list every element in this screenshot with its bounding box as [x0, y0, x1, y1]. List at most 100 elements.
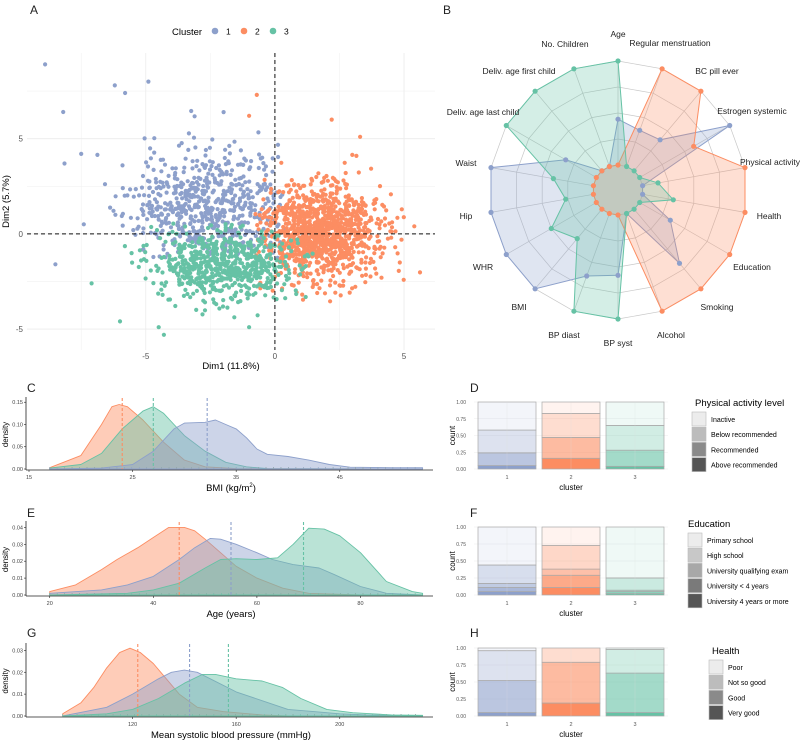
data-point-cluster-2	[308, 225, 313, 230]
data-point-cluster-2	[380, 251, 385, 256]
data-point-cluster-2	[297, 252, 302, 257]
panel-letter-b: B	[443, 3, 451, 17]
radar-point-cluster-3	[631, 206, 637, 212]
data-point-cluster-2	[293, 248, 298, 253]
data-point-cluster-1	[258, 156, 263, 161]
data-point-cluster-3	[212, 300, 217, 305]
data-point-cluster-2	[334, 258, 339, 263]
data-point-cluster-3	[207, 290, 212, 295]
data-point-cluster-2	[293, 205, 298, 210]
data-point-cluster-2	[363, 272, 368, 277]
legend-key	[708, 659, 724, 675]
panel-letter-c: C	[27, 381, 36, 395]
y-axis-label: count	[448, 550, 457, 570]
data-point-cluster-2	[339, 248, 344, 253]
panel-letter-a: A	[30, 3, 38, 17]
data-point-cluster-1	[221, 110, 226, 115]
data-point-cluster-2	[382, 216, 388, 221]
data-point-cluster-3	[284, 277, 289, 282]
legend-label: High school	[707, 553, 744, 560]
data-point-cluster-1	[142, 193, 147, 198]
data-point-cluster-1	[176, 206, 181, 211]
data-point-cluster-2	[340, 262, 346, 267]
data-point-cluster-1	[151, 254, 156, 260]
data-point-cluster-3	[261, 249, 266, 254]
density-plot-c: 15 25 35 45 0.00 0.05 0.10 0.15 BMI (kg/m2) densi…	[1, 397, 433, 494]
data-point-cluster-1	[137, 193, 142, 198]
data-point-cluster-2	[358, 134, 363, 139]
data-point-cluster-1	[193, 214, 198, 219]
data-point-cluster-2	[395, 251, 400, 256]
data-point-cluster-1	[191, 135, 197, 140]
data-point-cluster-3	[200, 274, 205, 279]
radar-point-cluster-3	[624, 163, 630, 170]
data-point-cluster-2	[356, 202, 361, 207]
data-point-cluster-2	[247, 113, 252, 118]
data-point-cluster-3	[184, 261, 189, 266]
data-point-cluster-2	[372, 198, 377, 203]
data-point-cluster-1	[233, 177, 238, 182]
data-point-cluster-3	[282, 259, 288, 264]
data-point-cluster-2	[349, 246, 354, 251]
radar-point-cluster-3	[532, 88, 538, 94]
data-point-cluster-2	[332, 214, 337, 220]
data-point-cluster-3	[218, 266, 223, 272]
data-point-cluster-2	[396, 268, 401, 273]
data-point-cluster-2	[292, 224, 297, 229]
legend-key	[708, 705, 724, 720]
data-point-cluster-3	[144, 242, 149, 248]
data-point-cluster-2	[307, 205, 312, 210]
x-axis-label-text: Age (years)	[206, 609, 255, 620]
data-point-cluster-1	[228, 208, 233, 213]
data-point-cluster-3	[210, 271, 215, 276]
data-point-cluster-2	[359, 196, 364, 201]
data-point-cluster-3	[195, 256, 200, 261]
data-point-cluster-1	[209, 164, 214, 169]
data-point-cluster-3	[265, 276, 270, 281]
data-point-cluster-1	[265, 196, 270, 201]
data-point-cluster-1	[224, 169, 229, 174]
data-point-cluster-1	[243, 180, 248, 185]
y-tick-label: 0.01	[12, 576, 23, 582]
data-point-cluster-1	[108, 205, 113, 210]
data-point-cluster-1	[188, 216, 193, 221]
y-tick-label: 1.00	[456, 646, 466, 652]
data-point-cluster-3	[261, 258, 266, 263]
legend-label: Recommended	[711, 447, 759, 454]
data-point-cluster-2	[284, 202, 289, 207]
density-area-cluster-2	[62, 647, 424, 717]
radar-spoke	[639, 202, 730, 255]
data-point-cluster-3	[230, 265, 235, 270]
data-point-cluster-2	[347, 290, 352, 295]
data-point-cluster-2	[354, 153, 359, 158]
data-point-cluster-2	[348, 212, 353, 217]
data-point-cluster-2	[368, 256, 373, 261]
data-point-cluster-3	[258, 282, 263, 287]
data-point-cluster-3	[163, 239, 168, 244]
data-point-cluster-1	[222, 155, 227, 161]
data-point-cluster-3	[248, 279, 253, 284]
radar-spoke	[490, 167, 594, 187]
stacked-bar-chart-d: 0.00 0.25 0.50 0.75 1.00 1 2 3 cluster count Physi…	[448, 398, 784, 492]
radar-axis-label: Alcohol	[657, 330, 685, 340]
radar-axis-label: BMI	[511, 302, 526, 312]
data-point-cluster-1	[158, 223, 163, 228]
data-point-cluster-3	[183, 224, 188, 229]
data-point-cluster-3	[263, 293, 268, 298]
data-point-cluster-2	[372, 207, 377, 212]
scatter-plot: -5 0 5 -5 0 5 Dim1 (11.8%) Dim2 (5.7%) Cluster 1 2…	[1, 27, 435, 372]
data-point-cluster-3	[170, 229, 175, 234]
data-point-cluster-2	[356, 250, 361, 255]
data-point-cluster-3	[141, 243, 146, 248]
data-point-cluster-1	[141, 230, 146, 236]
data-point-cluster-2	[343, 255, 348, 260]
data-point-cluster-3	[247, 286, 252, 291]
data-point-cluster-2	[278, 256, 283, 261]
data-point-cluster-1	[178, 192, 183, 197]
data-point-cluster-2	[314, 241, 319, 246]
data-point-cluster-2	[312, 212, 317, 217]
legend-key	[687, 547, 703, 563]
x-tick-label: -5	[142, 352, 150, 361]
data-point-cluster-2	[341, 178, 346, 183]
data-point-cluster-3	[161, 332, 166, 337]
